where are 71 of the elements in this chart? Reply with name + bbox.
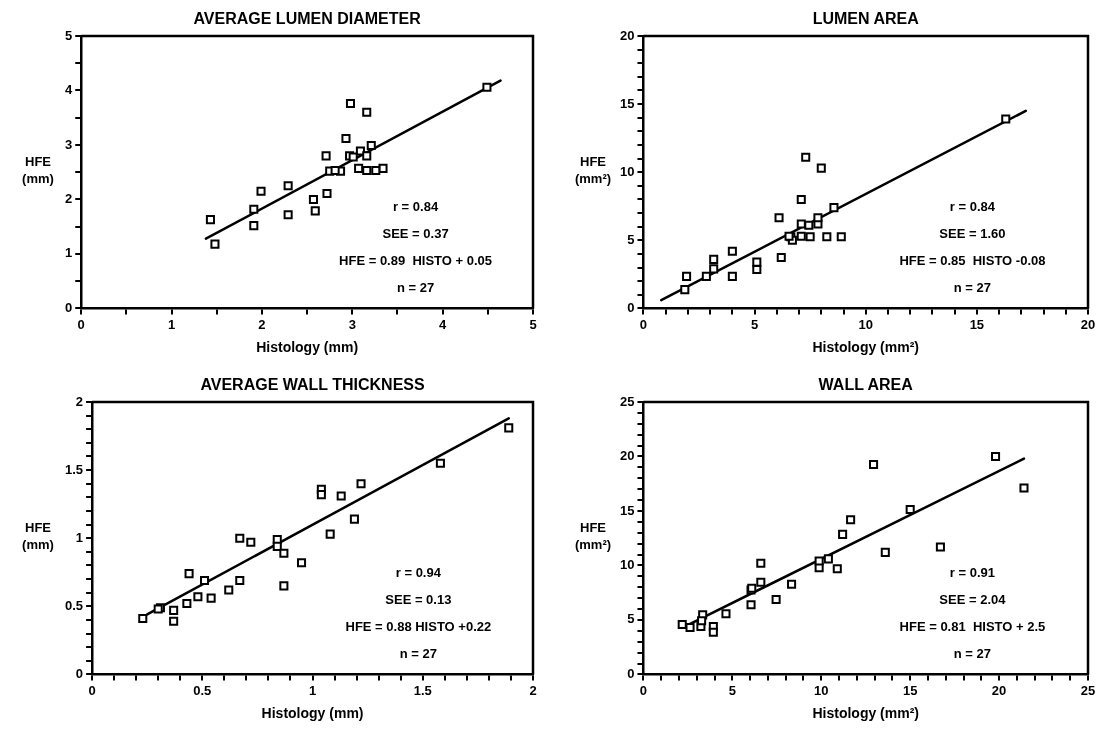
x-tick-label: 2 bbox=[529, 682, 537, 698]
x-tick-label: 3 bbox=[348, 316, 356, 332]
y-axis-title: HFE (mm) bbox=[22, 153, 54, 186]
annotation: r = 0.91 bbox=[949, 564, 996, 580]
x-tick-label: 0 bbox=[639, 316, 648, 332]
x-axis-title: Histology (mm) bbox=[261, 705, 364, 722]
annotation: SEE = 1.60 bbox=[939, 225, 1006, 241]
y-tick-label: 4 bbox=[65, 82, 73, 98]
y-tick-label: 2 bbox=[75, 393, 84, 409]
x-tick-label: 10 bbox=[814, 682, 829, 698]
x-tick-label: 25 bbox=[1080, 682, 1096, 698]
annotation: n = 27 bbox=[399, 645, 437, 661]
y-tick-label: 20 bbox=[619, 27, 635, 43]
y-tick-label: 0 bbox=[627, 665, 635, 681]
x-axis-title: Histology (mm²) bbox=[812, 705, 920, 722]
x-tick-label: 4 bbox=[439, 316, 448, 332]
y-tick-label: 0 bbox=[75, 665, 84, 681]
x-tick-label: 20 bbox=[1080, 316, 1096, 332]
y-tick-label: 10 bbox=[619, 163, 635, 179]
x-axis-title: Histology (mm²) bbox=[812, 339, 920, 356]
annotation: n = 27 bbox=[953, 645, 992, 661]
annotation: HFE = 0.89 HISTO + 0.05 bbox=[339, 252, 493, 268]
annotation: r = 0.84 bbox=[392, 198, 439, 214]
x-tick-label: 10 bbox=[858, 316, 873, 332]
y-tick-label: 3 bbox=[65, 136, 73, 152]
y-tick-label: 5 bbox=[627, 611, 635, 627]
annotation: n = 27 bbox=[396, 279, 435, 295]
annotation: SEE = 2.04 bbox=[939, 591, 1007, 607]
x-tick-label: 15 bbox=[969, 316, 985, 332]
annotation: r = 0.94 bbox=[395, 564, 442, 580]
chart-title: AVERAGE LUMEN DIAMETER bbox=[193, 10, 422, 28]
annotation: n = 27 bbox=[953, 279, 992, 295]
chart-title: WALL AREA bbox=[818, 376, 914, 394]
y-tick-label: 20 bbox=[619, 448, 635, 464]
x-tick-label: 5 bbox=[750, 316, 759, 332]
y-axis-title: HFE (mm²) bbox=[574, 519, 612, 552]
x-axis-title: Histology (mm) bbox=[256, 339, 359, 356]
y-tick-label: 1 bbox=[75, 529, 84, 545]
y-tick-label: 25 bbox=[619, 393, 635, 409]
chart-title: LUMEN AREA bbox=[812, 10, 920, 28]
y-tick-label: 0.5 bbox=[64, 597, 84, 613]
x-tick-label: 5 bbox=[529, 316, 537, 332]
annotation: SEE = 0.37 bbox=[382, 225, 449, 241]
y-tick-label: 5 bbox=[65, 27, 73, 43]
y-axis-title: HFE (mm) bbox=[22, 519, 54, 552]
x-tick-label: 20 bbox=[991, 682, 1007, 698]
y-tick-label: 15 bbox=[619, 502, 635, 518]
x-tick-label: 0.5 bbox=[193, 682, 212, 698]
x-tick-label: 1 bbox=[308, 682, 317, 698]
y-tick-label: 0 bbox=[65, 299, 73, 315]
x-tick-label: 15 bbox=[902, 682, 918, 698]
y-tick-label: 1.5 bbox=[64, 461, 84, 477]
y-tick-label: 1 bbox=[65, 245, 73, 261]
annotation: HFE = 0.85 HISTO -0.08 bbox=[899, 252, 1046, 268]
x-tick-label: 0 bbox=[88, 682, 96, 698]
y-tick-label: 2 bbox=[65, 191, 73, 207]
annotation: HFE = 0.88 HISTO +0.22 bbox=[345, 618, 492, 634]
x-tick-label: 1.5 bbox=[413, 682, 432, 698]
annotation: HFE = 0.81 HISTO + 2.5 bbox=[899, 618, 1046, 634]
x-tick-label: 2 bbox=[258, 316, 266, 332]
annotation: SEE = 0.13 bbox=[385, 591, 452, 607]
y-axis-title: HFE (mm²) bbox=[574, 153, 612, 186]
annotation: r = 0.84 bbox=[949, 198, 996, 214]
x-tick-label: 5 bbox=[728, 682, 736, 698]
y-tick-label: 10 bbox=[619, 557, 635, 573]
x-tick-label: 0 bbox=[639, 682, 648, 698]
y-tick-label: 15 bbox=[619, 95, 635, 111]
x-tick-label: 1 bbox=[167, 316, 176, 332]
y-tick-label: 5 bbox=[627, 231, 635, 247]
chart-title: AVERAGE WALL THICKNESS bbox=[200, 376, 426, 394]
y-tick-label: 0 bbox=[627, 299, 635, 315]
